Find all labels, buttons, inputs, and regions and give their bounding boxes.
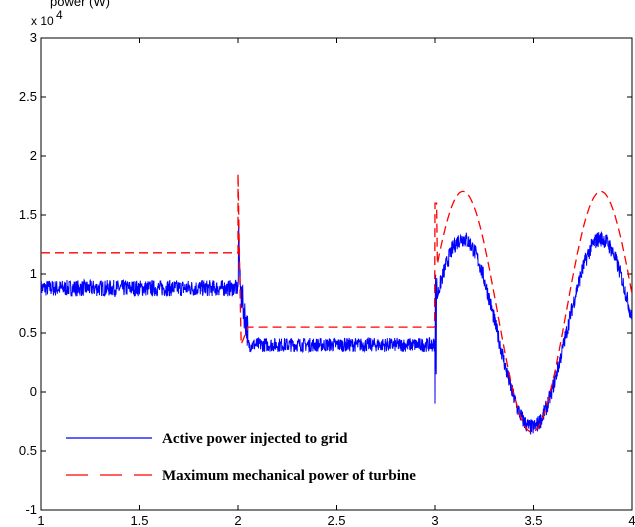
legend-label-max-mechanical-power: Maximum mechanical power of turbine — [162, 468, 416, 484]
y-tick-label: 0.5 — [19, 325, 37, 340]
y-multiplier: x 10 — [31, 14, 54, 28]
y-tick-label: 3 — [30, 30, 37, 45]
chart-header-partial: power (W) — [50, 0, 110, 9]
y-tick-label: 0 — [30, 384, 37, 399]
x-tick-label: 2.5 — [327, 513, 345, 527]
y-tick-label: -1 — [25, 502, 37, 517]
y-tick-label: 1.5 — [19, 207, 37, 222]
y-tick-label: 2.5 — [19, 89, 37, 104]
series-max-mechanical-power-line — [41, 173, 632, 433]
x-tick-label: 2 — [234, 513, 241, 527]
x-tick-label: 3.5 — [524, 513, 542, 527]
y-multiplier-exponent: 4 — [56, 8, 63, 22]
series-active-power-line — [41, 219, 632, 435]
y-tick-label: 0.5 — [19, 443, 37, 458]
x-tick-label: 4 — [628, 513, 635, 527]
x-tick-label: 1 — [37, 513, 44, 527]
x-tick-label: 3 — [431, 513, 438, 527]
y-tick-label: 1 — [30, 266, 37, 281]
y-tick-label: 2 — [30, 148, 37, 163]
x-tick-label: 1.5 — [130, 513, 148, 527]
legend-label-active-power: Active power injected to grid — [162, 431, 348, 447]
